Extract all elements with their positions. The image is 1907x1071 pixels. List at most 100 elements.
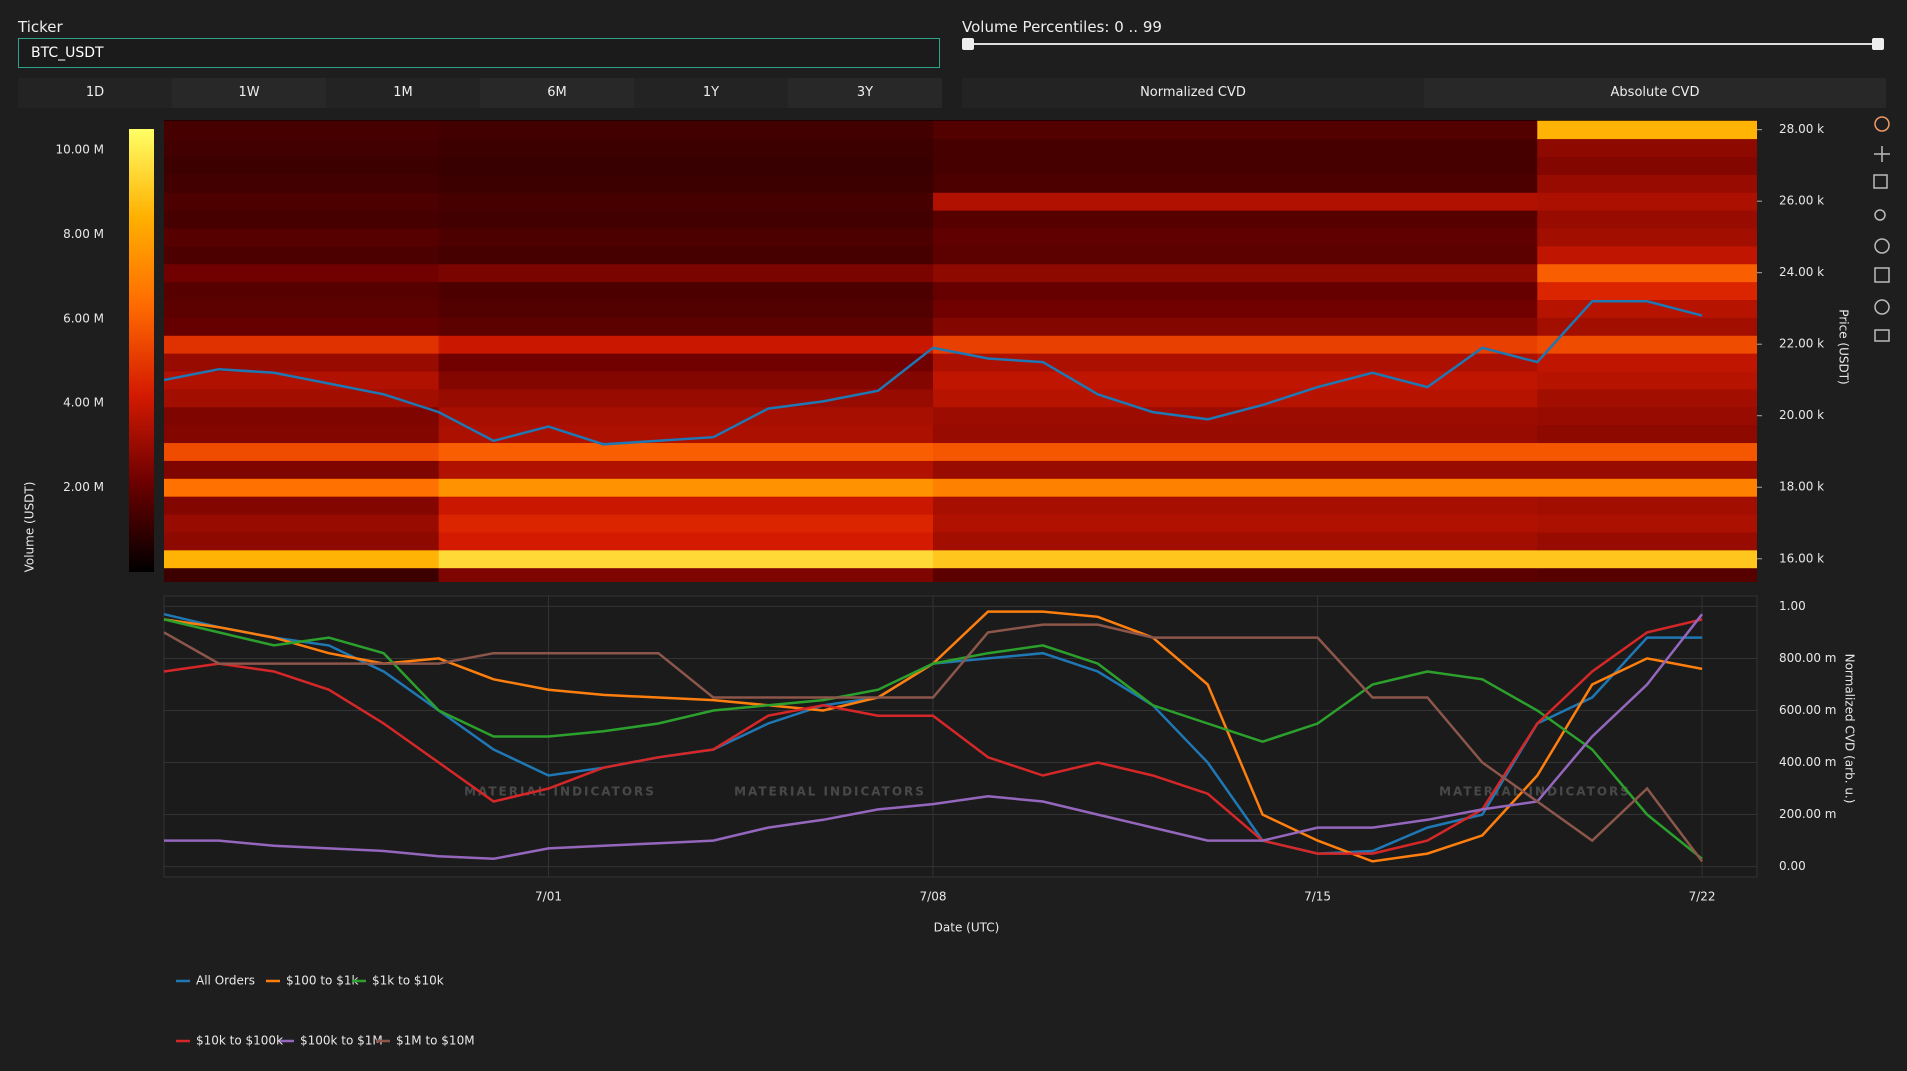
button[interactable]: 1M [326,78,480,108]
heat-cell [438,514,934,533]
heat-cell [1537,299,1757,318]
button[interactable]: 6M [480,78,634,108]
heat-cell [1537,531,1757,551]
heat-cell [438,478,934,497]
heat-cell [933,120,1538,140]
percentile-slider[interactable] [962,38,1884,50]
heat-cell [438,531,934,551]
logo-icon[interactable] [1874,116,1890,132]
heatmap [164,120,1757,582]
heat-cell [164,299,440,318]
y-tick-label: 1.00 [1779,599,1806,613]
heat-cell [164,335,440,354]
button[interactable]: 1Y [634,78,788,108]
heat-cell [1537,281,1757,301]
heat-cell [933,156,1538,175]
colorbar-tick-label: 4.00 M [63,396,104,410]
heat-cell [164,424,440,444]
y-tick-label: 22.00 k [1779,337,1824,351]
y-tick-label: 200.00 m [1779,807,1837,821]
button[interactable]: 1W [172,78,326,108]
heat-cell [164,567,440,582]
heat-cell [933,335,1538,354]
save-icon[interactable] [1874,267,1890,283]
heat-cell [1537,192,1757,211]
heat-cell [438,406,934,426]
heat-cell [933,460,1538,479]
colorbar-title: Volume (USDT) [23,482,37,573]
heat-cell [1537,227,1757,247]
heat-cell [1537,335,1757,354]
heat-cell [164,245,440,265]
heat-cell [1537,263,1757,283]
heat-cell [933,496,1538,515]
heat-cell [438,174,934,193]
heat-cell [1537,245,1757,265]
heat-cell [1537,174,1757,193]
heat-cell [1537,514,1757,533]
wheel-zoom-icon[interactable] [1874,209,1886,221]
heat-cell [438,460,934,479]
ticker-input[interactable]: BTC_USDT [18,38,940,68]
heat-cell [164,549,440,569]
heat-cell [933,514,1538,533]
heat-cell [164,192,440,211]
heat-cell [1537,371,1757,390]
heat-cell [438,388,934,408]
x-axis-title: Date (UTC) [934,921,1000,935]
button[interactable]: 1D [18,78,172,108]
y-tick-label: 16.00 k [1779,551,1824,565]
heat-cell [164,531,440,551]
heat-cell [164,496,440,515]
hover-icon[interactable] [1874,329,1890,342]
pan-icon[interactable] [1874,146,1890,162]
heat-cell [164,210,440,229]
heat-cell [438,442,934,461]
heat-cell [1537,210,1757,229]
colorbar [129,129,154,572]
cvd-line [163,618,1703,860]
crosshair-icon[interactable] [1874,299,1890,315]
zoom-icon[interactable] [1873,174,1888,189]
heat-cell [1537,478,1757,497]
slider-handle[interactable] [1872,38,1884,50]
price-line [164,300,1703,446]
heat-cell [1537,353,1757,372]
y-tick-label: 24.00 k [1779,265,1824,279]
heat-cell [933,192,1538,211]
button[interactable]: 3Y [788,78,942,108]
heat-cell [438,245,934,265]
heat-cell [164,353,440,372]
heat-cell [164,388,440,408]
cvd-line [163,623,1704,863]
heat-cell [933,567,1538,582]
legend-label: $100k to $1M [300,1034,383,1048]
heat-cell [438,299,934,318]
heat-cell [164,317,440,336]
heat-cell [438,424,934,444]
reset-icon[interactable] [1874,238,1890,254]
heat-cell [1537,424,1757,444]
heat-cell [1537,549,1757,569]
cvd-line [163,618,1703,855]
slider-handle[interactable] [962,38,974,50]
heat-cell [1537,138,1757,157]
button[interactable]: Absolute CVD [1424,78,1886,108]
heat-cell [164,227,440,247]
heat-cell [933,531,1538,551]
heat-cell [933,424,1538,444]
heat-cell [1537,317,1757,336]
heat-cell [1537,120,1757,140]
heat-cell [1537,406,1757,426]
x-tick-label: 7/08 [920,890,947,904]
heat-cell [438,210,934,229]
percentile-label: Volume Percentiles: 0 .. 99 [962,18,1162,36]
x-tick-label: 7/15 [1304,890,1331,904]
button[interactable]: Normalized CVD [962,78,1424,108]
colorbar-tick-label: 6.00 M [63,311,104,325]
ticker-label: Ticker [18,18,63,36]
heat-cell [1537,567,1757,582]
y-tick-label: 400.00 m [1779,755,1837,769]
y-tick-label: 0.00 [1779,859,1806,873]
